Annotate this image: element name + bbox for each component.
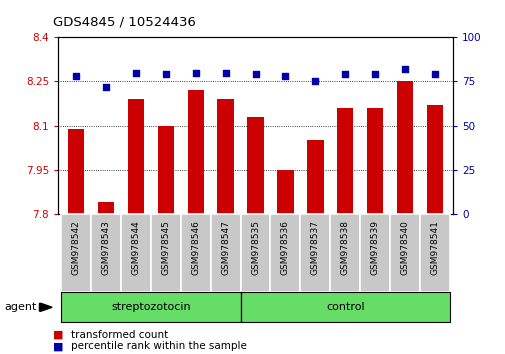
- Text: percentile rank within the sample: percentile rank within the sample: [71, 341, 246, 351]
- Bar: [240, 214, 270, 292]
- Point: [72, 73, 80, 79]
- Bar: [426, 105, 442, 214]
- Bar: [210, 214, 240, 292]
- Text: control: control: [325, 302, 364, 312]
- Text: ■: ■: [53, 330, 64, 339]
- Text: GSM978541: GSM978541: [430, 221, 438, 275]
- Point: [102, 84, 110, 90]
- Bar: [300, 214, 330, 292]
- Point: [340, 72, 348, 77]
- Text: GSM978537: GSM978537: [310, 221, 319, 275]
- Bar: [270, 214, 300, 292]
- Text: ■: ■: [53, 341, 64, 351]
- Point: [370, 72, 378, 77]
- Text: GSM978542: GSM978542: [72, 221, 80, 275]
- Bar: [360, 214, 389, 292]
- Text: streptozotocin: streptozotocin: [111, 302, 190, 312]
- Bar: [91, 214, 121, 292]
- Bar: [61, 292, 240, 322]
- Point: [311, 79, 319, 84]
- Bar: [180, 214, 210, 292]
- Text: GSM978538: GSM978538: [340, 221, 349, 275]
- Bar: [217, 99, 233, 214]
- Point: [221, 70, 229, 75]
- Text: GSM978536: GSM978536: [280, 221, 289, 275]
- Bar: [336, 108, 353, 214]
- Text: GSM978546: GSM978546: [191, 221, 200, 275]
- Point: [251, 72, 259, 77]
- Bar: [127, 99, 144, 214]
- Point: [162, 72, 170, 77]
- Bar: [97, 202, 114, 214]
- Bar: [419, 214, 449, 292]
- Bar: [157, 126, 174, 214]
- Text: GSM978535: GSM978535: [250, 221, 260, 275]
- Bar: [61, 214, 91, 292]
- Text: GSM978543: GSM978543: [102, 221, 110, 275]
- Text: GSM978544: GSM978544: [131, 221, 140, 275]
- Bar: [150, 214, 180, 292]
- Bar: [187, 90, 204, 214]
- Text: GDS4845 / 10524436: GDS4845 / 10524436: [53, 16, 195, 29]
- Bar: [307, 141, 323, 214]
- Bar: [247, 117, 263, 214]
- Bar: [240, 292, 449, 322]
- Bar: [68, 129, 84, 214]
- Bar: [396, 81, 413, 214]
- Bar: [366, 108, 383, 214]
- Point: [132, 70, 140, 75]
- Text: GSM978545: GSM978545: [161, 221, 170, 275]
- Bar: [121, 214, 150, 292]
- Text: GSM978539: GSM978539: [370, 221, 379, 275]
- Point: [430, 72, 438, 77]
- Text: GSM978540: GSM978540: [400, 221, 409, 275]
- Point: [400, 66, 408, 72]
- Text: transformed count: transformed count: [71, 330, 168, 339]
- Point: [281, 73, 289, 79]
- Text: GSM978547: GSM978547: [221, 221, 230, 275]
- Bar: [277, 170, 293, 214]
- Bar: [389, 214, 419, 292]
- Text: agent: agent: [4, 302, 36, 312]
- Point: [191, 70, 199, 75]
- Bar: [330, 214, 360, 292]
